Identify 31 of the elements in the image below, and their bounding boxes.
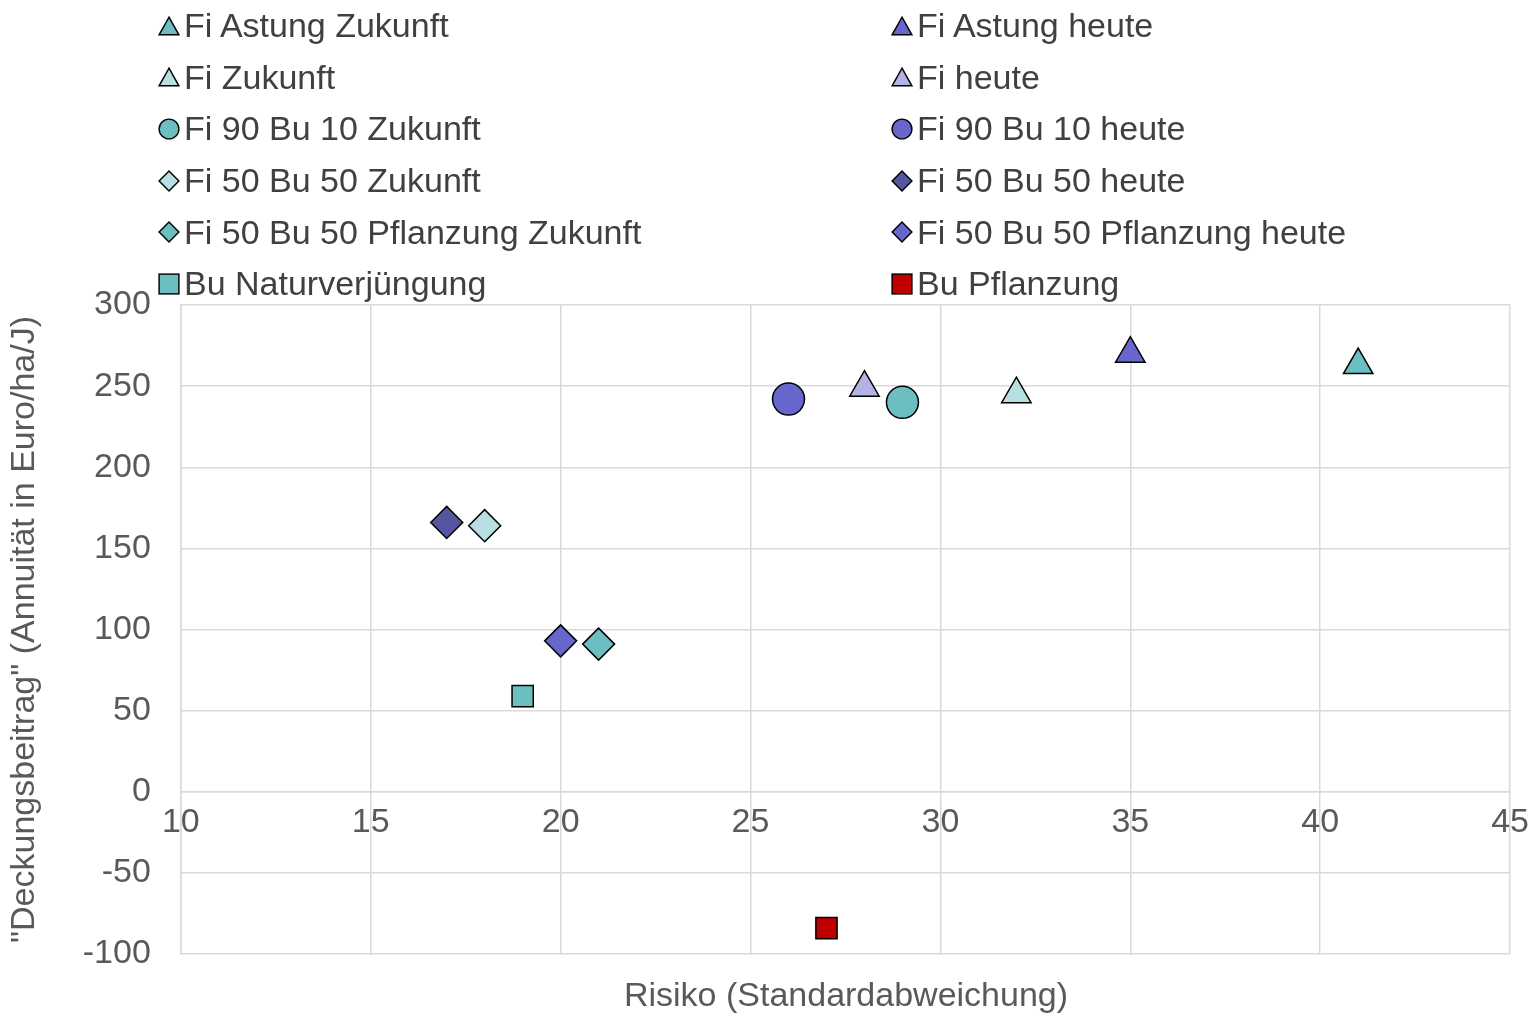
legend-label: Bu Pflanzung xyxy=(917,264,1120,304)
legend-label: Fi 50 Bu 50 heute xyxy=(917,161,1186,201)
y-tick-label: 100 xyxy=(94,607,151,646)
y-tick-label: 0 xyxy=(131,770,151,809)
legend-label: Fi Zukunft xyxy=(184,57,336,97)
y-tick-label: -100 xyxy=(82,932,151,971)
x-tick-label: 20 xyxy=(541,800,580,839)
legend-label: Bu Naturverjüngung xyxy=(184,264,487,304)
y-axis-title: "Deckungsbeitrag" (Annuität in Euro/ha/J) xyxy=(2,315,41,944)
legend-label: Fi 90 Bu 10 Zukunft xyxy=(184,109,481,149)
y-tick-label: 200 xyxy=(94,445,151,484)
x-tick-label: 40 xyxy=(1301,800,1340,839)
y-tick-label: 150 xyxy=(94,526,151,565)
y-tick-label: 250 xyxy=(94,364,151,403)
legend-label: Fi heute xyxy=(917,57,1040,97)
x-tick-label: 15 xyxy=(351,800,390,839)
y-tick-label: 50 xyxy=(113,689,151,727)
legend-label: Fi 50 Bu 50 Pflanzung heute xyxy=(917,212,1347,252)
legend-label: Fi Astung Zukunft xyxy=(184,6,449,46)
legend-label: Fi 50 Bu 50 Zukunft xyxy=(184,161,481,201)
x-axis-title: Risiko (Standardabweichung) xyxy=(622,975,1070,1014)
x-tick-label: 30 xyxy=(921,800,960,839)
legend-label: Fi Astung heute xyxy=(917,6,1154,46)
x-tick-label: 10 xyxy=(161,800,200,839)
x-tick-label: 35 xyxy=(1111,800,1150,839)
x-tick-label: 45 xyxy=(1491,800,1529,839)
legend-label: Fi 50 Bu 50 Pflanzung Zukunft xyxy=(184,212,642,252)
legend-label: Fi 90 Bu 10 heute xyxy=(917,109,1186,149)
y-tick-label: -50 xyxy=(101,851,151,890)
y-tick-label: 300 xyxy=(94,283,151,322)
x-tick-label: 25 xyxy=(731,800,770,839)
